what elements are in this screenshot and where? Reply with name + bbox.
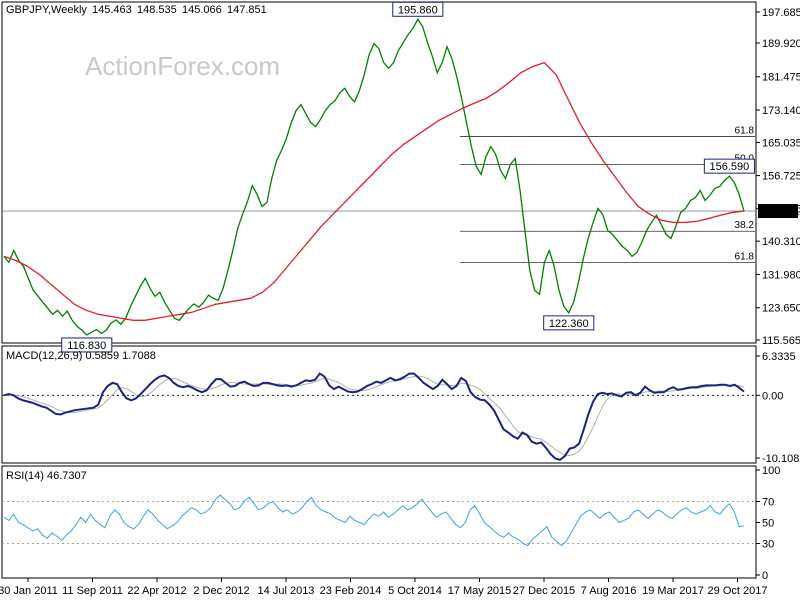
ohlc-low: 145.066 [182,4,222,16]
price-layer: 61.850.038.261.8195.860116.830122.360156… [2,1,756,353]
price-y-tick-label: 165.035 [762,137,800,149]
rsi-panel [1,465,757,579]
macd-y-tick-label: 6.3335 [762,351,796,363]
annotation-label: 122.360 [549,318,589,330]
watermark: ActionForex.com [85,51,280,81]
macd-series-line [3,372,745,461]
x-tick-label: 17 May 2015 [448,585,512,597]
ohlc-open: 145.463 [92,4,132,16]
macd-y-tick-label: -10.1082 [762,453,800,465]
x-tick-label: 19 Mar 2017 [642,585,704,597]
price-y-tick-label: 173.140 [762,105,800,117]
x-tick-label: 27 Dec 2015 [513,585,575,597]
ohlc-close: 147.851 [227,4,267,16]
rsi-y-tick-label: 30 [762,539,774,551]
price-y-tick-label: 115.565 [762,335,800,347]
x-tick-label: 11 Sep 2011 [62,585,123,597]
macd-layer [2,372,756,461]
annotation-label: 116.830 [67,340,106,352]
annotation-box [543,315,595,331]
x-tick-label: 5 Oct 2014 [388,585,442,597]
macd-panel [1,345,757,464]
x-tick-label: 30 Jan 2011 [0,585,58,597]
x-tick-label: 29 Oct 2017 [708,585,768,597]
fib-level-label: 61.8 [735,251,755,262]
price-y-tick-label: 156.725 [762,171,800,183]
annotation-box [392,1,444,17]
macd-title: MACD(12,26,9) 0.5859 1.7088 [6,350,156,362]
annotation-box [61,337,113,353]
axis-layer: 197.685 189.920 181.475 173.140 165.035 156.7… [0,7,800,597]
x-tick-label: 22 Apr 2012 [127,585,186,597]
annotation-label: 156.590 [710,161,750,173]
fib-level-label: 61.8 [735,126,755,137]
rsi-series-line [3,494,745,547]
current-price-label: 147.851 [760,206,800,218]
macd-y-tick-label: 0.00 [762,390,783,402]
x-tick-label: 2 Dec 2012 [193,585,249,597]
ohlc-high: 148.535 [137,4,177,16]
price-y-tick-label: 181.475 [762,72,800,84]
price-y-tick-label: 123.650 [762,303,800,315]
rsi-layer [2,494,756,547]
x-tick-label: 14 Jul 2013 [258,585,315,597]
rsi-y-tick-label: 70 [762,497,774,509]
price-series-line [3,18,745,336]
annotation-label: 195.860 [398,4,438,16]
current-price-box [758,204,798,219]
signal-series-line [3,375,745,456]
price-y-tick-label: 140.310 [762,236,800,248]
x-tick-label: 23 Feb 2014 [320,585,382,597]
price-y-tick-label: 197.685 [762,7,800,19]
chart-title: GBPJPY,Weekly [6,4,87,16]
x-tick-label: 7 Aug 2016 [581,585,637,597]
fib-level-label: 38.2 [735,220,755,231]
rsi-title: RSI(14) 46.7307 [6,470,87,482]
price-panel [1,1,757,344]
rsi-y-tick-label: 100 [762,465,780,477]
price-y-tick-label: 189.920 [762,38,800,50]
sma-series-line [3,61,745,321]
annotation-box [703,158,755,174]
price-y-tick-label: 131.980 [762,269,800,281]
rsi-y-tick-label: 0 [762,570,768,582]
rsi-y-tick-label: 50 [762,518,774,530]
